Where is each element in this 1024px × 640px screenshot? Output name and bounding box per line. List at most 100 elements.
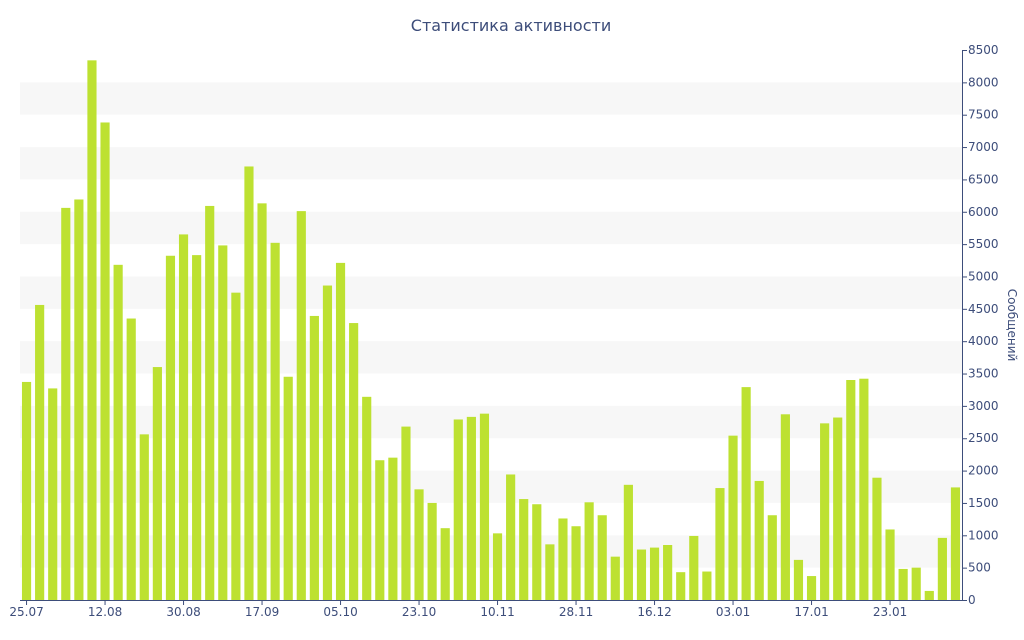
y-tick-label: 1500 xyxy=(968,496,999,510)
x-tick-label: 23.01 xyxy=(873,605,907,619)
bar xyxy=(806,576,817,600)
y-tick-label: 0 xyxy=(968,593,976,607)
bar xyxy=(362,396,372,600)
y-tick-label: 5000 xyxy=(968,269,999,283)
y-tick-label: 2500 xyxy=(968,431,999,445)
bar xyxy=(793,559,804,600)
x-tick-label: 03.01 xyxy=(716,605,750,619)
y-tick-label: 4000 xyxy=(968,334,999,348)
bar xyxy=(466,416,476,600)
bar xyxy=(728,435,738,600)
bar xyxy=(126,318,136,600)
bar xyxy=(663,545,673,600)
bar xyxy=(780,414,790,600)
bar xyxy=(192,255,202,600)
bar xyxy=(113,264,123,600)
bar xyxy=(597,515,607,600)
bar xyxy=(649,547,660,600)
bar xyxy=(519,499,529,600)
bar xyxy=(820,423,830,600)
bar xyxy=(48,388,58,600)
bar xyxy=(257,203,267,600)
bar xyxy=(322,285,333,600)
grid-band xyxy=(20,341,962,374)
x-tick-label: 10.11 xyxy=(480,605,514,619)
x-tick-label: 28.11 xyxy=(559,605,593,619)
y-tick-label: 4500 xyxy=(968,302,999,316)
y-tick-label: 8500 xyxy=(968,43,999,57)
bar xyxy=(440,528,450,600)
grid-band xyxy=(20,276,962,309)
y-tick-label: 7500 xyxy=(968,108,999,122)
x-tick-label: 17.01 xyxy=(794,605,828,619)
bar xyxy=(296,211,306,600)
chart-title: Статистика активности xyxy=(411,16,611,35)
y-tick-label: 1000 xyxy=(968,528,999,542)
bar xyxy=(898,568,908,600)
bar xyxy=(231,292,241,600)
y-tick-label: 3000 xyxy=(968,399,999,413)
y-tick-label: 6500 xyxy=(968,172,999,186)
bar xyxy=(61,207,71,600)
bar xyxy=(689,535,699,600)
bar xyxy=(506,474,516,600)
bar xyxy=(950,487,961,600)
x-tick-label: 05.10 xyxy=(323,605,357,619)
bar xyxy=(427,502,437,600)
grid-band xyxy=(20,470,962,503)
x-tick-label: 17.09 xyxy=(245,605,279,619)
grid-band xyxy=(20,211,962,245)
bar xyxy=(532,504,542,600)
bar xyxy=(414,489,424,600)
bar xyxy=(911,567,921,600)
bar xyxy=(349,323,359,600)
y-tick-label: 2000 xyxy=(968,464,999,478)
bar xyxy=(270,242,280,600)
bar xyxy=(767,515,777,600)
x-tick-label: 25.07 xyxy=(9,605,43,619)
bar xyxy=(479,413,490,600)
bar xyxy=(558,518,568,600)
bar xyxy=(218,245,228,600)
grid-band xyxy=(20,82,962,115)
bar xyxy=(859,378,869,600)
y-tick-label: 5500 xyxy=(968,237,999,251)
y-tick-label: 3500 xyxy=(968,367,999,381)
bar xyxy=(676,572,686,600)
bar xyxy=(165,255,176,600)
bar xyxy=(375,460,385,600)
grid-band xyxy=(20,405,962,439)
bar xyxy=(846,380,856,600)
bar xyxy=(741,387,751,600)
bar xyxy=(833,417,843,600)
bar xyxy=(388,457,398,600)
x-tick-label: 30.08 xyxy=(166,605,200,619)
y-tick-label: 8000 xyxy=(968,75,999,89)
bar xyxy=(100,122,110,600)
bar xyxy=(453,419,463,600)
bar xyxy=(571,526,581,600)
bar xyxy=(924,590,934,600)
bar xyxy=(87,60,97,601)
bar xyxy=(702,571,712,600)
bar xyxy=(584,502,594,600)
x-tick-label: 16.12 xyxy=(637,605,671,619)
bar xyxy=(715,488,725,600)
bar xyxy=(872,477,882,600)
bar xyxy=(283,376,293,600)
bar xyxy=(244,166,254,600)
y-ticks: 0 500 1000 1500 2000 2500 3000 3500 4000 4500 5000… xyxy=(962,43,999,607)
bar xyxy=(545,544,555,600)
bar xyxy=(492,533,503,600)
grid-bands xyxy=(20,82,962,568)
grid-band xyxy=(20,147,962,180)
y-tick-label: 7000 xyxy=(968,140,999,154)
grid-band xyxy=(20,535,962,568)
bar xyxy=(623,484,633,600)
x-tick-label: 12.08 xyxy=(88,605,122,619)
bar xyxy=(139,434,149,600)
bars xyxy=(21,60,961,601)
bar xyxy=(636,549,647,600)
bar xyxy=(205,205,215,600)
